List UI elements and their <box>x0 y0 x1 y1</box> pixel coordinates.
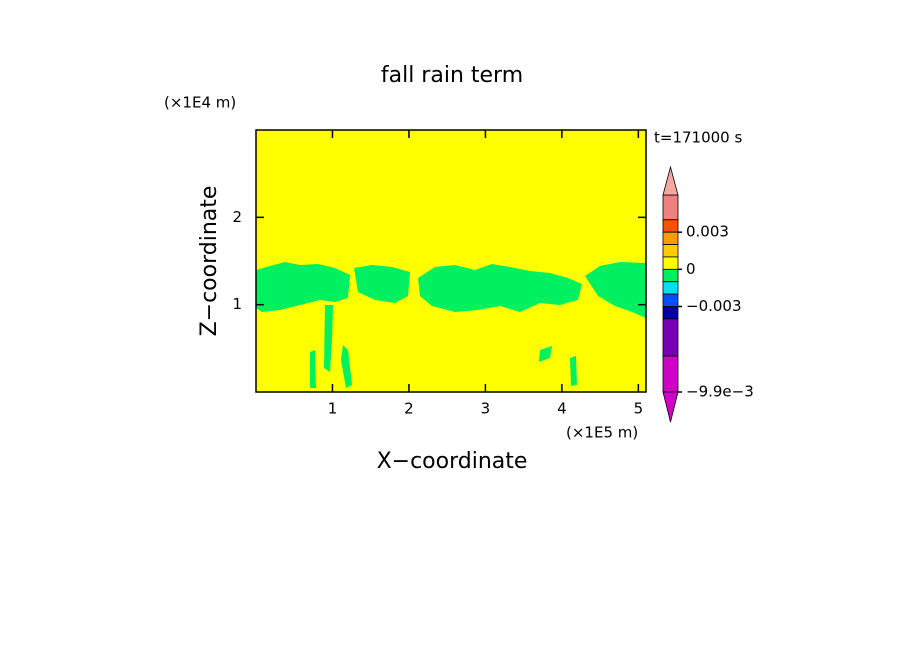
colorbar-over <box>662 165 679 196</box>
colorbar-tick-label: −0.003 <box>686 297 742 315</box>
plot-frame <box>255 129 647 393</box>
field-region <box>256 262 350 312</box>
field-region <box>539 346 552 362</box>
colorbar-tick-label: −9.9e−3 <box>686 383 754 401</box>
plot-background <box>256 130 646 392</box>
y-axis-title: Z−coordinate <box>197 186 222 337</box>
field-regions <box>256 262 646 388</box>
y-tick-label: 1 <box>232 295 242 313</box>
chart-title: fall rain term <box>381 63 523 88</box>
field-region <box>585 262 646 318</box>
colorbar-box <box>662 281 679 295</box>
y-tick-label: 2 <box>232 208 242 226</box>
x-axis-title: X−coordinate <box>377 449 528 474</box>
x-tick-label: 3 <box>481 400 491 418</box>
x-tick-label: 4 <box>557 400 567 418</box>
colorbar-tick-label: 0 <box>686 260 696 278</box>
colorbar-box <box>662 306 679 320</box>
time-label: t=171000 s <box>654 129 742 147</box>
colorbar-box <box>662 318 679 357</box>
colorbar-under <box>662 391 679 423</box>
colorbar-box <box>662 355 679 393</box>
field-region <box>570 356 577 386</box>
colorbar-box <box>662 256 679 270</box>
colorbar-box <box>662 268 679 283</box>
colorbar-box <box>662 194 679 221</box>
y-unit: (×1E4 m) <box>164 94 236 112</box>
colorbar-box <box>662 219 679 233</box>
x-tick-label: 2 <box>404 400 414 418</box>
field-region <box>310 350 316 388</box>
field-region <box>354 265 410 303</box>
colorbar-box <box>662 293 679 307</box>
colorbar-box <box>662 244 679 258</box>
x-tick-label: 1 <box>328 400 338 418</box>
field-region <box>324 305 333 372</box>
colorbar-tick-label: 0.003 <box>686 223 729 241</box>
colorbar-box <box>662 231 679 245</box>
x-tick-label: 5 <box>634 400 644 418</box>
field-region <box>341 345 352 388</box>
field-region <box>418 264 582 312</box>
x-unit: (×1E5 m) <box>566 424 638 442</box>
